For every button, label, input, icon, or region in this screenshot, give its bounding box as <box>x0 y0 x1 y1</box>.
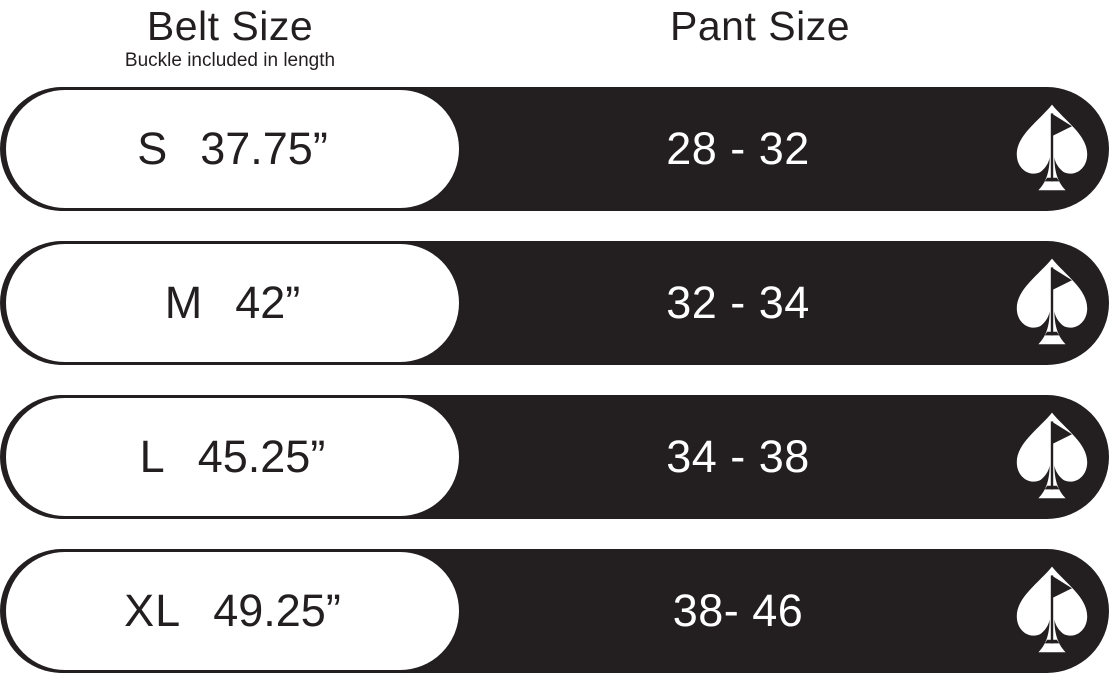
belt-column-header: Belt Size Buckle included in length <box>0 3 460 72</box>
spade-golf-pin-icon <box>1012 103 1092 196</box>
size-label: XL <box>124 585 182 636</box>
pant-size-range: 34 - 38 <box>666 431 810 482</box>
belt-size-cell: S 37.75” <box>3 87 462 211</box>
belt-size-cell: L 45.25” <box>3 395 462 519</box>
belt-length: 37.75” <box>200 123 328 174</box>
pant-size-range: 32 - 34 <box>666 277 810 328</box>
belt-size-title: Belt Size <box>146 3 314 49</box>
belt-size-cell: M 42” <box>3 241 462 365</box>
belt-length: 49.25” <box>213 585 341 636</box>
pant-size-title: Pant Size <box>670 3 850 49</box>
size-row-s: S 37.75” 28 - 32 <box>0 87 1113 211</box>
pant-size-range: 38- 46 <box>672 585 804 636</box>
spade-golf-pin-icon <box>1012 411 1092 504</box>
belt-size-cell: XL 49.25” <box>3 549 462 673</box>
belt-size-subtitle: Buckle included in length <box>124 50 336 72</box>
pant-size-range: 28 - 32 <box>666 123 810 174</box>
spade-golf-pin-icon <box>1012 565 1092 658</box>
belt-length: 45.25” <box>197 431 326 482</box>
size-rows: S 37.75” 28 - 32 M 42” 32 - 34 <box>0 87 1113 673</box>
size-label: L <box>139 431 166 482</box>
size-row-l: L 45.25” 34 - 38 <box>0 395 1113 519</box>
spade-golf-pin-icon <box>1012 257 1092 350</box>
size-label: M <box>164 277 204 328</box>
belt-length: 42” <box>235 277 301 328</box>
size-row-m: M 42” 32 - 34 <box>0 241 1113 365</box>
size-row-xl: XL 49.25” 38- 46 <box>0 549 1113 673</box>
pant-column-header: Pant Size <box>480 3 1040 50</box>
size-label: S <box>137 123 169 174</box>
